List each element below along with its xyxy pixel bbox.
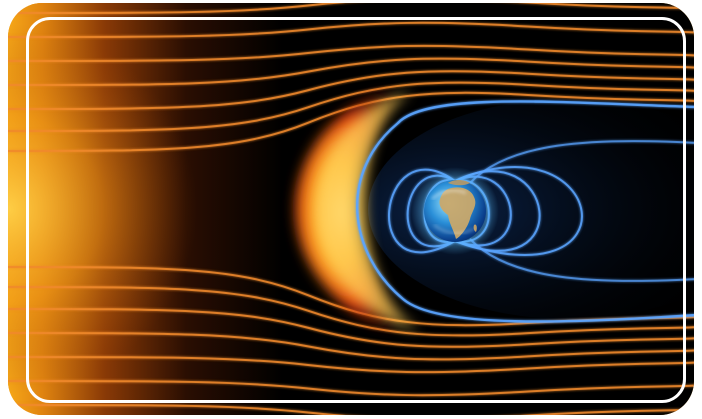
magnetic-field-line bbox=[454, 166, 583, 256]
solar-wind-line bbox=[8, 404, 694, 415]
solar-wind-line bbox=[8, 57, 694, 86]
solar-wind-line bbox=[8, 21, 694, 38]
europe-continent bbox=[448, 180, 470, 186]
solar-wind-line bbox=[8, 81, 694, 132]
image-frame bbox=[8, 3, 694, 415]
solar-wind-line bbox=[8, 356, 694, 374]
africa-continent bbox=[439, 187, 476, 239]
magnetic-field-line bbox=[388, 168, 456, 254]
magnetic-field-line bbox=[454, 170, 541, 252]
solar-wind-line bbox=[8, 286, 694, 337]
magnetic-field-line bbox=[469, 140, 694, 184]
magnetotail-glow bbox=[368, 99, 694, 319]
solar-wind-line bbox=[8, 3, 694, 14]
earth bbox=[411, 167, 499, 255]
solar-wind-line bbox=[8, 308, 694, 348]
solar-wind-line bbox=[8, 70, 694, 110]
magnetosphere-illustration bbox=[8, 3, 694, 415]
solar-wind-line bbox=[8, 380, 694, 397]
bow-shock bbox=[295, 81, 428, 343]
solar-wind-line bbox=[8, 332, 694, 361]
magnetic-field-line bbox=[469, 238, 694, 282]
solar-wind-line bbox=[8, 44, 694, 62]
magnetic-field-line bbox=[356, 100, 694, 323]
